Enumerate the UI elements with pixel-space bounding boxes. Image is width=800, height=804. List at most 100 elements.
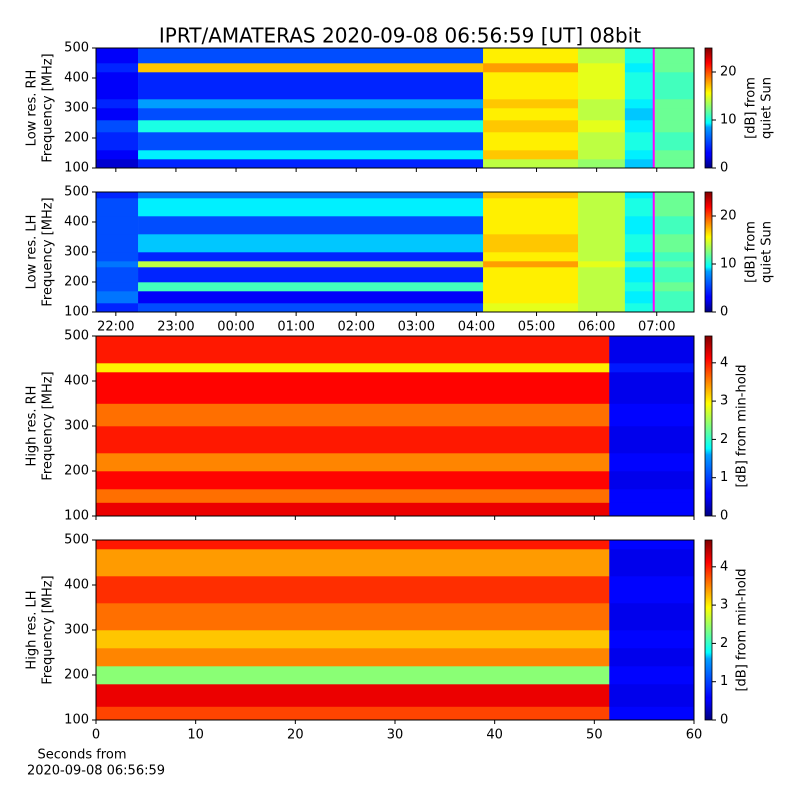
heatmap-cell: [653, 198, 695, 217]
heatmap-cell: [138, 216, 484, 235]
colorbar-tick-label: 2: [720, 636, 728, 651]
heatmap-cell: [483, 303, 579, 313]
heatmap-cell: [624, 198, 655, 217]
heatmap-cell: [578, 291, 626, 304]
colorbar-tick-label: 20: [720, 65, 737, 80]
x-tick-label: 03:00: [398, 320, 435, 335]
heatmap-cell: [609, 706, 695, 721]
heatmap-cell: [483, 234, 579, 253]
heatmap-cell: [96, 684, 610, 707]
heatmap-cell: [138, 303, 484, 313]
y-tick-label: 400: [64, 374, 89, 389]
y-tick-label: 200: [64, 464, 89, 479]
colorbar-tick-label: 1: [720, 470, 728, 485]
heatmap-cell: [624, 216, 655, 235]
heatmap-cell: [96, 48, 139, 64]
heatmap-cell: [96, 502, 610, 517]
heatmap-cell: [138, 48, 484, 64]
heatmap-cell: [96, 706, 610, 721]
x-tick-label: 20: [287, 728, 304, 743]
heatmap-cell: [483, 63, 579, 73]
heatmap-cell: [96, 234, 139, 253]
heatmap-cell: [624, 282, 655, 292]
heatmap-cell: [609, 363, 695, 373]
heatmap-cell: [483, 72, 579, 100]
heatmap-cell: [609, 403, 695, 427]
heatmap-cell: [96, 192, 139, 199]
x-tick-label: 01:00: [277, 320, 314, 335]
colorbar: [704, 539, 713, 721]
heatmap-cell: [138, 99, 484, 109]
colorbar-tick-label: 0: [720, 713, 728, 728]
heatmap-cell: [96, 132, 139, 151]
heatmap-cell: [138, 267, 484, 283]
heatmap-cell: [96, 282, 139, 292]
heatmap-cell: [609, 453, 695, 472]
colorbar-label: quiet Sun: [760, 221, 775, 283]
heatmap-cell: [609, 648, 695, 667]
x-tick-label: 22:00: [97, 320, 134, 335]
colorbar-tick-label: 0: [720, 305, 728, 320]
colorbar: [704, 191, 713, 313]
heatmap-cell: [653, 120, 695, 133]
heatmap-cell: [96, 108, 139, 121]
heatmap-cell: [96, 150, 139, 160]
x-axis-label: Seconds from: [37, 748, 126, 763]
y-tick-label: 500: [64, 41, 89, 56]
heatmap-cell: [653, 216, 695, 235]
x-tick-label: 02:00: [338, 320, 375, 335]
heatmap-cell: [578, 234, 626, 253]
heatmap-cell: [483, 291, 579, 304]
heatmap-cell: [96, 471, 610, 490]
heatmap-cell: [483, 108, 579, 121]
x-tick-label: 06:00: [578, 320, 615, 335]
y-axis-label: Frequency [MHz]: [41, 197, 56, 306]
heatmap-cell: [96, 198, 139, 217]
heatmap-cell: [138, 192, 484, 199]
heatmap-cell: [96, 453, 610, 472]
y-tick-label: 100: [64, 305, 89, 320]
colorbar-tick-label: 1: [720, 674, 728, 689]
y-tick-label: 100: [64, 161, 89, 176]
colorbar-tick-label: 10: [720, 257, 737, 272]
heatmap-cell: [483, 120, 579, 133]
heatmap-cell: [609, 540, 695, 550]
heatmap-cell: [96, 363, 610, 373]
y-tick-label: 300: [64, 623, 89, 638]
heatmap-cell: [624, 72, 655, 100]
y-tick-label: 400: [64, 578, 89, 593]
heatmap-cell: [138, 63, 484, 73]
heatmap-cell: [653, 291, 695, 304]
heatmap-cell: [624, 267, 655, 283]
heatmap-cell: [653, 48, 695, 64]
x-tick-label: 04:00: [458, 320, 495, 335]
y-tick-label: 100: [64, 509, 89, 524]
heatmap-cell: [483, 282, 579, 292]
heatmap-cell: [624, 48, 655, 64]
heatmap-cell: [96, 303, 139, 313]
heatmap-cell: [653, 132, 695, 151]
colorbar-tick-label: 20: [720, 209, 737, 224]
heatmap-cell: [138, 132, 484, 151]
heatmap-cell: [609, 603, 695, 631]
figure-title: IPRT/AMATERAS 2020-09-08 06:56:59 [UT] 0…: [159, 24, 641, 48]
heatmap-cell: [609, 489, 695, 503]
colorbar-tick-label: 3: [720, 598, 728, 613]
heatmap-cell: [653, 192, 695, 199]
heatmap-cell: [653, 282, 695, 292]
y-axis-label: High res. RH: [25, 386, 40, 467]
y-tick-label: 200: [64, 131, 89, 146]
heatmap-cell: [578, 120, 626, 133]
heatmap-cell: [653, 99, 695, 109]
heatmap-cell: [96, 99, 139, 109]
colorbar-tick-label: 0: [720, 161, 728, 176]
heatmap-cell: [624, 99, 655, 109]
heatmap-cell: [609, 372, 695, 404]
heatmap-cell: [138, 234, 484, 253]
heatmap-cell: [609, 666, 695, 685]
x-tick-label: 0: [92, 728, 100, 743]
colorbar: [704, 47, 713, 169]
x-tick-label: 23:00: [157, 320, 194, 335]
heatmap-cell: [609, 684, 695, 707]
heatmap-cell: [96, 489, 610, 503]
